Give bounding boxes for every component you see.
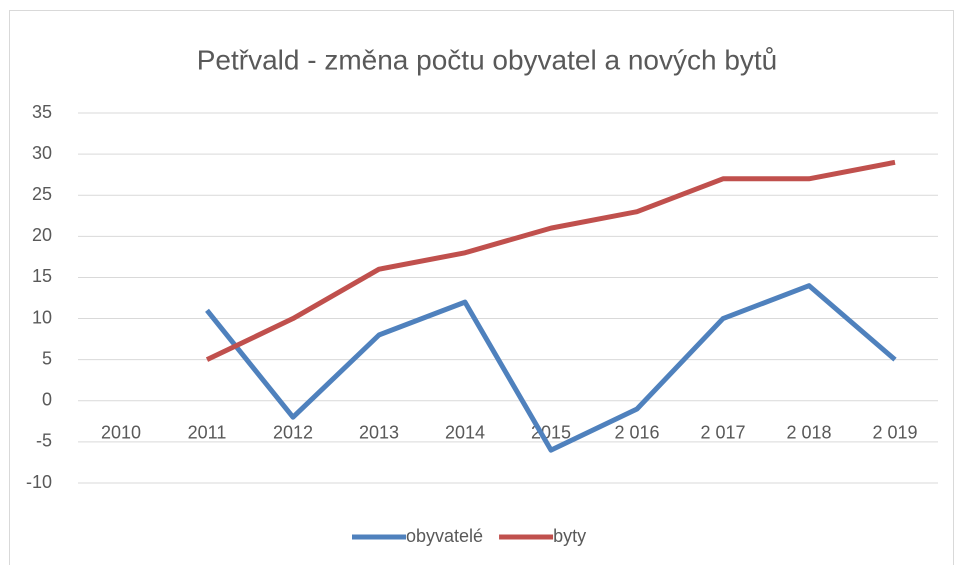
legend-label: byty [553,526,586,546]
x-tick-label: 2 018 [786,423,831,443]
series-line [205,283,897,453]
x-tick-label: 2 017 [700,423,745,443]
y-tick-label: 30 [32,143,52,163]
x-tick-label: 2011 [188,423,227,443]
y-tick-label: 0 [42,390,52,410]
x-tick-label: 2010 [101,423,141,443]
y-tick-label: 25 [32,184,52,204]
y-tick-label: -5 [36,431,52,451]
x-tick-label: 2014 [445,423,485,443]
y-tick-label: 10 [32,307,52,327]
x-tick-label: 2013 [359,423,399,443]
y-tick-label: -10 [26,472,52,492]
series-line [205,159,896,362]
x-tick-label: 2012 [273,423,313,443]
x-tick-label: 2 019 [872,423,917,443]
y-tick-label: 35 [32,102,52,122]
chart-border [9,10,954,565]
y-tick-label: 15 [32,266,52,286]
legend-label: obyvatelé [406,526,483,546]
y-tick-label: 5 [42,348,52,368]
x-tick-label: 2 016 [614,423,659,443]
y-tick-label: 20 [32,225,52,245]
chart-title: Petřvald - změna počtu obyvatel a nových… [197,44,778,75]
